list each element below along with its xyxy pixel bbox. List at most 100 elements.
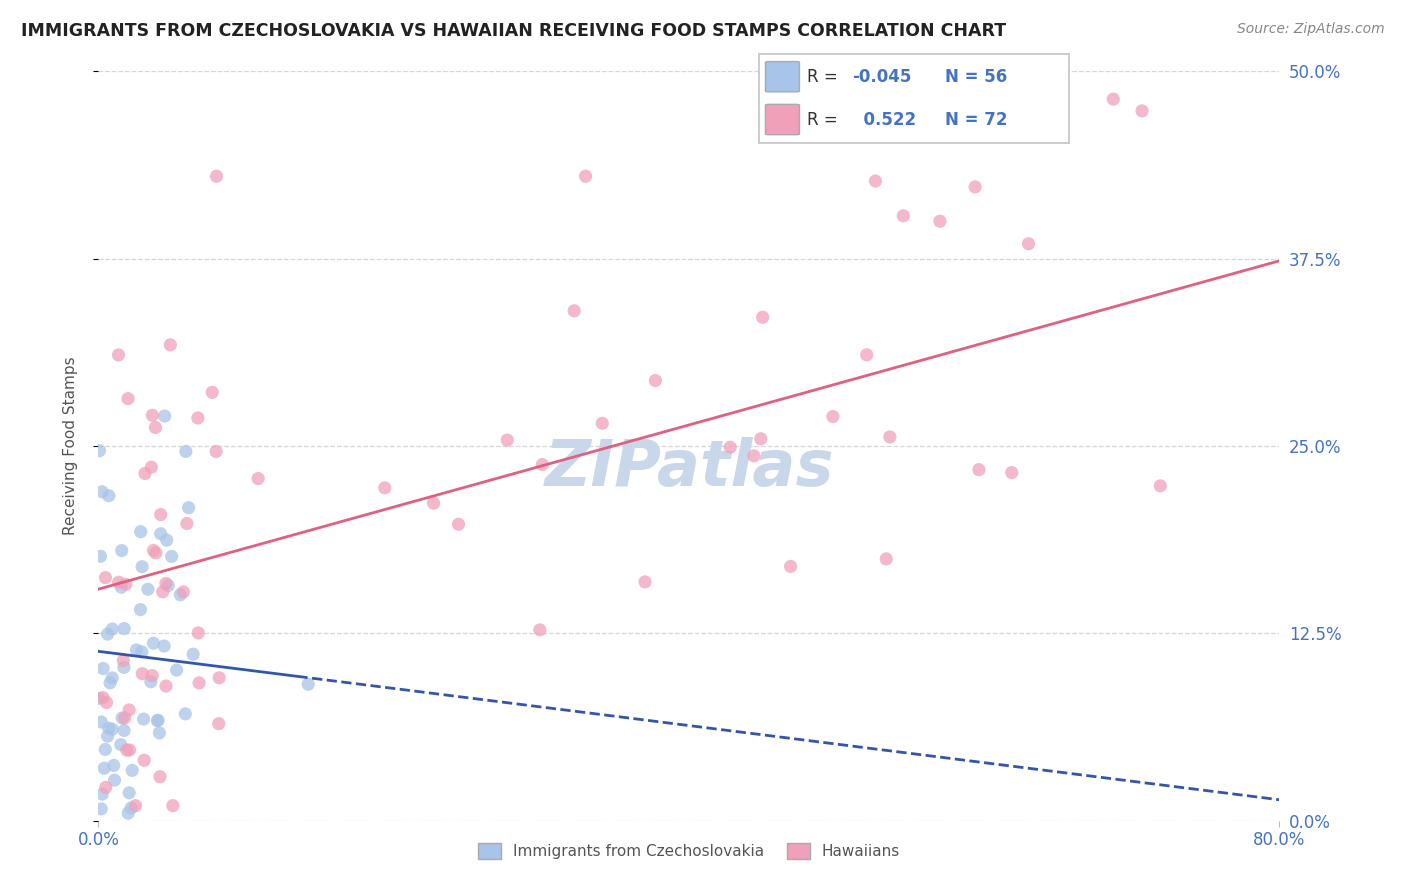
Point (201, 385, 224, 400)
Point (208, 716, 231, 731)
Point (174, 706, 197, 721)
Point (97, 721, 120, 735)
Point (177, 500, 200, 515)
Point (166, 663, 188, 677)
Point (496, 433, 519, 447)
Point (131, 645, 153, 659)
Point (1130, 103, 1153, 118)
Text: N = 56: N = 56 (945, 68, 1007, 86)
Text: R =: R = (807, 111, 844, 128)
Point (94, 571, 117, 585)
Point (101, 722, 124, 736)
Text: -0.045: -0.045 (852, 68, 911, 86)
Point (146, 714, 169, 728)
Point (118, 703, 141, 717)
Point (145, 420, 167, 434)
Point (187, 411, 209, 425)
Point (90, 714, 112, 729)
Point (94, 780, 117, 795)
Point (118, 786, 141, 800)
Point (97, 729, 120, 743)
Point (107, 575, 129, 590)
Point (718, 440, 741, 454)
Point (142, 636, 165, 650)
Point (742, 449, 765, 463)
Point (967, 463, 990, 477)
Point (591, 417, 613, 431)
Point (117, 392, 139, 406)
Point (115, 743, 138, 757)
Point (447, 517, 470, 532)
Text: 0.522: 0.522 (852, 111, 917, 128)
Text: N = 72: N = 72 (945, 111, 1007, 128)
Point (929, 214, 952, 228)
Point (297, 677, 319, 691)
Point (779, 559, 801, 574)
Point (89, 443, 111, 458)
Point (1102, 92, 1125, 106)
Point (110, 580, 132, 594)
Point (159, 338, 181, 352)
Point (187, 626, 209, 640)
FancyBboxPatch shape (765, 62, 800, 92)
Point (129, 524, 152, 539)
Point (114, 711, 136, 725)
Point (103, 758, 125, 772)
Point (205, 444, 228, 458)
Point (118, 743, 141, 757)
Point (142, 543, 165, 558)
Point (131, 666, 153, 681)
Point (821, 409, 844, 424)
Point (110, 738, 132, 752)
Point (112, 622, 135, 636)
Text: Source: ZipAtlas.com: Source: ZipAtlas.com (1237, 22, 1385, 37)
Point (97, 489, 120, 503)
Point (91, 484, 114, 499)
Point (965, 180, 987, 194)
Point (153, 639, 176, 653)
Point (94, 742, 117, 756)
Point (97, 627, 120, 641)
Point (751, 310, 773, 325)
Point (152, 585, 174, 599)
Point (575, 169, 598, 184)
Point (891, 209, 914, 223)
Point (141, 668, 163, 682)
Point (149, 770, 172, 784)
Point (136, 582, 159, 597)
Point (162, 798, 184, 813)
Point (422, 496, 444, 510)
Point (90, 549, 112, 564)
Point (1001, 466, 1024, 480)
Text: ZIPatlas: ZIPatlas (544, 437, 834, 500)
Point (188, 676, 211, 690)
FancyBboxPatch shape (765, 104, 800, 135)
Point (89, 691, 111, 706)
Point (169, 588, 191, 602)
Point (101, 671, 124, 685)
Point (531, 458, 554, 472)
Point (134, 753, 156, 767)
Point (156, 533, 179, 548)
Point (855, 348, 877, 362)
Point (101, 622, 124, 636)
Point (149, 526, 172, 541)
Point (174, 444, 197, 458)
Point (644, 374, 666, 388)
Point (121, 764, 143, 778)
Point (115, 577, 138, 591)
Point (247, 471, 270, 485)
Point (634, 574, 657, 589)
Y-axis label: Receiving Food Stamps: Receiving Food Stamps (63, 357, 77, 535)
Point (155, 679, 177, 693)
Point (120, 801, 142, 815)
Point (129, 602, 152, 616)
Point (153, 409, 176, 423)
Point (117, 806, 139, 821)
Point (141, 460, 163, 475)
Point (529, 623, 551, 637)
Point (875, 552, 897, 566)
Point (141, 409, 163, 423)
Point (112, 654, 135, 668)
Legend: Immigrants from Czechoslovakia, Hawaiians: Immigrants from Czechoslovakia, Hawaiian… (471, 838, 907, 865)
